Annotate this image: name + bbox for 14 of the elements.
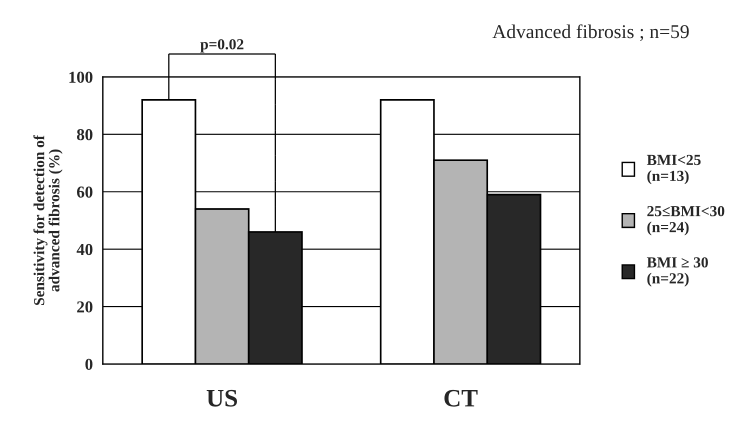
y-tick-label: 80 <box>76 129 92 140</box>
legend-label: 25≤BMI<30 (n=24) <box>647 206 724 236</box>
y-tick-label: 20 <box>77 301 92 313</box>
legend-label: BMI<25 (n=13) <box>646 154 701 184</box>
y-axis-title: Sensitivity for detection of advanced fibrosis (%) <box>33 134 63 306</box>
x-tick-label: CT <box>444 390 478 407</box>
y-tick-label: 60 <box>76 186 92 198</box>
text: p=0.02 <box>200 39 244 53</box>
y-tick-label: 40 <box>76 244 92 256</box>
y-tick-label: 0 <box>85 358 92 370</box>
y-tick-label: 100 <box>69 72 92 83</box>
chart-title: Advanced fibrosis ; n=59 <box>492 24 689 42</box>
legend-label: BMI ≥ 30 (n=22) <box>646 257 708 287</box>
x-tick-label: US <box>206 390 237 407</box>
